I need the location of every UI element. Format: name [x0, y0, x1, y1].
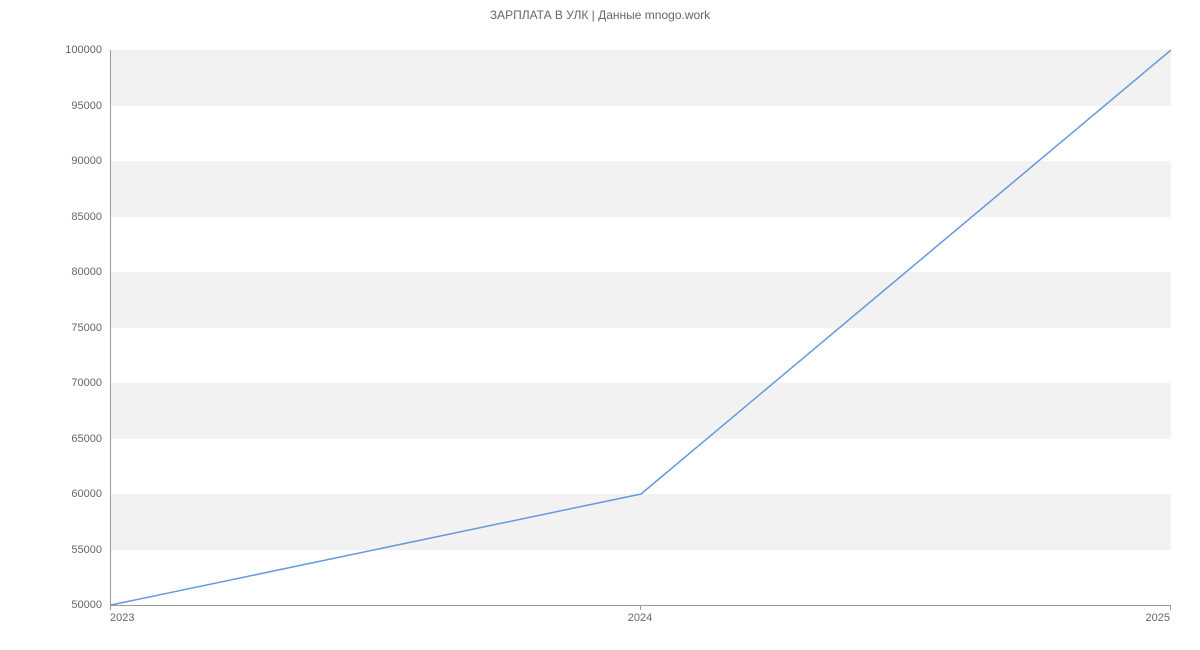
x-tick-mark — [110, 605, 111, 610]
y-tick-label: 85000 — [42, 211, 102, 223]
chart-title: ЗАРПЛАТА В УЛК | Данные mnogo.work — [0, 8, 1200, 22]
line-chart-svg — [111, 50, 1171, 605]
y-tick-label: 95000 — [42, 100, 102, 112]
y-tick-label: 55000 — [42, 544, 102, 556]
x-tick-label: 2025 — [1146, 612, 1170, 624]
x-tick-label: 2023 — [110, 612, 134, 624]
x-tick-mark — [640, 605, 641, 610]
y-tick-label: 65000 — [42, 433, 102, 445]
y-tick-label: 50000 — [42, 599, 102, 611]
y-tick-label: 80000 — [42, 266, 102, 278]
x-tick-mark — [1170, 605, 1171, 610]
plot-area — [110, 50, 1171, 606]
chart-container: ЗАРПЛАТА В УЛК | Данные mnogo.work 50000… — [0, 0, 1200, 650]
y-tick-label: 60000 — [42, 488, 102, 500]
x-tick-label: 2024 — [628, 612, 652, 624]
y-tick-label: 75000 — [42, 322, 102, 334]
y-tick-label: 100000 — [42, 44, 102, 56]
y-tick-label: 70000 — [42, 377, 102, 389]
y-tick-label: 90000 — [42, 155, 102, 167]
